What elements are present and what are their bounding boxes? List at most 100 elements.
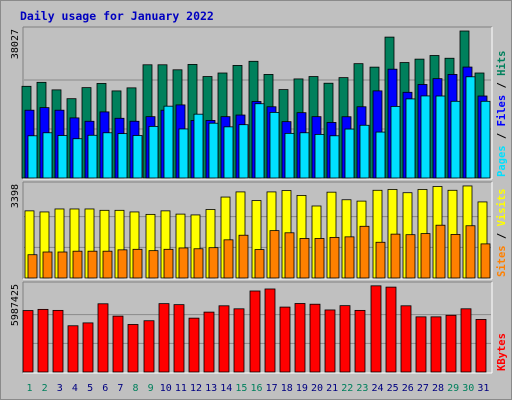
bar-kbytes-day-4 xyxy=(67,325,79,373)
x-tick-label: 11 xyxy=(175,383,187,394)
series-kbytes xyxy=(22,285,487,373)
x-tick-label: 10 xyxy=(160,383,172,394)
x-tick-label: 22 xyxy=(341,383,353,394)
x-tick-label: 7 xyxy=(117,383,123,394)
bar-pages-day-31 xyxy=(480,100,491,179)
bar-pages-day-17 xyxy=(269,111,280,179)
bar-sites-day-25 xyxy=(390,233,401,279)
bar-sites-day-21 xyxy=(329,236,340,279)
right-label-part: Files xyxy=(496,95,508,127)
bar-pages-day-29 xyxy=(450,100,461,179)
bar-kbytes-day-26 xyxy=(400,305,412,373)
x-tick-label: 16 xyxy=(250,383,262,394)
bar-sites-day-24 xyxy=(375,241,386,279)
bar-kbytes-day-16 xyxy=(249,290,261,373)
bar-kbytes-day-10 xyxy=(158,303,170,373)
bar-kbytes-day-11 xyxy=(173,304,185,373)
bar-sites-day-30 xyxy=(465,225,476,279)
x-tick-label: 14 xyxy=(220,383,232,394)
bar-sites-day-7 xyxy=(117,249,128,279)
bar-sites-day-11 xyxy=(178,247,189,279)
x-tick-label: 24 xyxy=(372,383,384,394)
bar-sites-day-2 xyxy=(42,251,53,279)
bar-kbytes-day-25 xyxy=(385,286,397,373)
right-label-part: Hits xyxy=(496,51,508,76)
bar-sites-day-26 xyxy=(405,234,416,279)
x-tick-label: 30 xyxy=(462,383,474,394)
x-tick-label: 18 xyxy=(281,383,293,394)
x-tick-label: 20 xyxy=(311,383,323,394)
bar-kbytes-day-13 xyxy=(203,311,215,373)
bar-pages-day-5 xyxy=(87,134,98,179)
x-tick-label: 31 xyxy=(477,383,489,394)
bar-kbytes-day-30 xyxy=(460,308,472,373)
bar-pages-day-11 xyxy=(178,128,189,179)
right-label-visits-sites: Sites / Visits xyxy=(496,188,508,277)
bar-sites-day-14 xyxy=(223,239,234,279)
x-tick-label: 21 xyxy=(326,383,338,394)
bar-pages-day-3 xyxy=(57,135,68,179)
bar-kbytes-day-1 xyxy=(22,310,34,373)
bar-sites-day-5 xyxy=(87,250,98,279)
bar-pages-day-26 xyxy=(405,98,416,179)
bar-kbytes-day-17 xyxy=(264,288,276,373)
bar-pages-day-30 xyxy=(465,76,476,179)
x-tick-label: 9 xyxy=(148,383,154,394)
bar-kbytes-day-5 xyxy=(82,322,94,373)
x-tick-label: 13 xyxy=(205,383,217,394)
x-tick-label: 6 xyxy=(102,383,108,394)
bar-pages-day-21 xyxy=(329,135,340,179)
bar-pages-day-10 xyxy=(163,105,174,179)
bar-kbytes-day-3 xyxy=(52,309,64,373)
x-tick-label: 19 xyxy=(296,383,308,394)
right-label-part: KBytes xyxy=(496,333,508,371)
bar-sites-day-10 xyxy=(163,248,174,279)
bar-kbytes-day-15 xyxy=(233,308,245,373)
bar-pages-day-20 xyxy=(314,134,325,179)
bar-sites-day-28 xyxy=(435,224,446,279)
series-sites xyxy=(27,224,491,279)
right-label-hits-files-pages: Pages / Files / Hits xyxy=(496,51,508,177)
x-tick-label: 27 xyxy=(417,383,429,394)
x-tick-label: 17 xyxy=(266,383,278,394)
panel-max-label: 38027 xyxy=(10,29,21,59)
bar-pages-day-16 xyxy=(254,103,265,179)
bar-pages-day-8 xyxy=(132,135,143,179)
x-tick-label: 28 xyxy=(432,383,444,394)
bar-kbytes-day-21 xyxy=(324,309,336,373)
bar-sites-day-16 xyxy=(254,249,265,279)
bar-sites-day-4 xyxy=(72,250,83,279)
bar-sites-day-17 xyxy=(269,230,280,279)
right-label-part: / xyxy=(496,226,508,245)
bar-kbytes-day-9 xyxy=(143,320,155,373)
bar-sites-day-23 xyxy=(359,225,370,279)
bar-pages-day-7 xyxy=(117,133,128,179)
bar-sites-day-3 xyxy=(57,251,68,279)
panel-visits-sites: 3398 xyxy=(10,181,493,280)
bar-kbytes-day-31 xyxy=(475,319,487,373)
bar-kbytes-day-14 xyxy=(218,305,230,373)
x-tick-label: 29 xyxy=(447,383,459,394)
x-tick-label: 15 xyxy=(235,383,247,394)
x-tick-label: 8 xyxy=(132,383,138,394)
bar-sites-day-20 xyxy=(314,238,325,279)
bar-pages-day-27 xyxy=(420,95,431,179)
bar-sites-day-1 xyxy=(27,254,38,279)
bar-sites-day-6 xyxy=(102,250,113,279)
series-pages xyxy=(27,76,491,179)
bar-kbytes-day-19 xyxy=(294,303,306,373)
x-tick-label: 26 xyxy=(402,383,414,394)
panel-max-label: 5987425 xyxy=(10,284,21,326)
bar-kbytes-day-29 xyxy=(445,314,457,373)
bar-pages-day-18 xyxy=(284,132,295,179)
x-tick-label: 12 xyxy=(190,383,202,394)
bar-sites-day-22 xyxy=(344,236,355,279)
bar-kbytes-day-22 xyxy=(339,305,351,373)
bar-pages-day-28 xyxy=(435,95,446,179)
bar-pages-day-25 xyxy=(390,106,401,179)
panel-kbytes: 5987425 xyxy=(10,281,493,374)
bar-pages-day-6 xyxy=(102,132,113,179)
bar-pages-day-15 xyxy=(238,124,249,179)
bar-sites-day-19 xyxy=(299,238,310,279)
